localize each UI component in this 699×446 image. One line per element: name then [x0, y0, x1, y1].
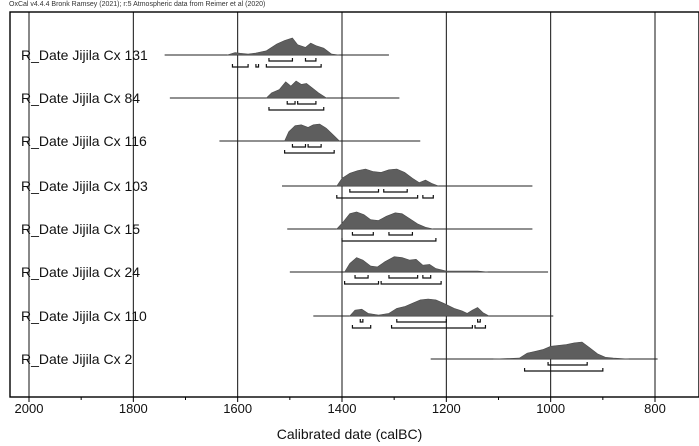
hpd68-bracket	[349, 189, 380, 193]
hpd68-bracket	[359, 319, 364, 323]
hpd68-bracket	[422, 275, 432, 279]
hpd95-bracket	[474, 325, 487, 329]
hpd95-bracket	[336, 195, 419, 199]
series-110: R_Date Jijila Cx 110	[21, 298, 554, 329]
hpd68-bracket	[354, 275, 369, 279]
x-axis-label: Calibrated date (calBC)	[276, 426, 423, 442]
hpd68-bracket	[351, 232, 374, 236]
series-24: R_Date Jijila Cx 24	[21, 256, 549, 285]
density-curve	[284, 123, 341, 142]
tick-label: 1800	[119, 401, 148, 416]
hpd68-bracket	[297, 101, 317, 105]
chart-header: OxCal v4.4.4 Bronk Ramsey (2021); r:5 At…	[9, 1, 266, 8]
hpd95-bracket	[422, 195, 434, 199]
hpd95-bracket	[380, 281, 442, 285]
plot-frame	[9, 11, 699, 398]
series-label: R_Date Jijila Cx 110	[21, 308, 147, 324]
hpd95-bracket	[255, 64, 260, 68]
hpd95-bracket	[344, 281, 380, 285]
hpd95-bracket	[341, 238, 437, 242]
hpd68-bracket	[304, 58, 317, 62]
density-curve	[344, 256, 489, 273]
series-2: R_Date Jijila Cx 2	[21, 341, 658, 372]
grid-lines	[28, 12, 656, 397]
hpd68-bracket	[307, 144, 322, 148]
hpd68-bracket	[396, 319, 447, 323]
density-curve	[336, 211, 434, 230]
hpd68-bracket	[388, 275, 419, 279]
x-axis: 2000 1800 1600 1400 1200 1000 800	[15, 397, 666, 416]
series-label: R_Date Jijila Cx 24	[21, 264, 140, 280]
series-label: R_Date Jijila Cx 131	[21, 47, 148, 63]
series-15: R_Date Jijila Cx 15	[21, 211, 533, 242]
series-103: R_Date Jijila Cx 103	[21, 168, 533, 199]
hpd95-bracket	[351, 325, 372, 329]
hpd95-bracket	[265, 64, 322, 68]
hpd68-bracket	[383, 189, 408, 193]
tick-label: 1400	[328, 401, 357, 416]
hpd68-bracket	[286, 101, 296, 105]
tick-label: 1600	[223, 401, 252, 416]
series-116: R_Date Jijila Cx 116	[21, 123, 421, 154]
series-label: R_Date Jijila Cx 103	[21, 178, 148, 194]
hpd68-bracket	[268, 58, 294, 62]
hpd95-bracket	[231, 64, 249, 68]
density-curve	[227, 37, 340, 56]
hpd95-bracket	[284, 150, 335, 154]
series-label: R_Date Jijila Cx 15	[21, 221, 140, 237]
hpd95-bracket	[523, 368, 604, 372]
series-84: R_Date Jijila Cx 84	[21, 80, 400, 111]
series-label: R_Date Jijila Cx 116	[21, 133, 147, 149]
series-label: R_Date Jijila Cx 84	[21, 90, 140, 106]
density-curve	[493, 341, 629, 360]
series-131: R_Date Jijila Cx 131	[21, 37, 389, 68]
series-label: R_Date Jijila Cx 2	[21, 351, 132, 367]
hpd95-bracket	[268, 107, 325, 111]
hpd68-bracket	[477, 319, 481, 323]
hpd68-bracket	[547, 362, 588, 366]
hpd68-bracket	[388, 232, 414, 236]
density-curve	[265, 80, 328, 99]
hpd95-bracket	[390, 325, 474, 329]
tick-label: 1000	[536, 401, 565, 416]
series-layer: R_Date Jijila Cx 131 R_Date Jijila Cx 84 R…	[21, 37, 658, 372]
hpd68-bracket	[291, 144, 307, 148]
tick-label: 1200	[432, 401, 461, 416]
tick-label: 800	[644, 401, 666, 416]
tick-label: 2000	[15, 401, 44, 416]
density-curve	[349, 298, 490, 317]
density-curve	[336, 168, 439, 187]
